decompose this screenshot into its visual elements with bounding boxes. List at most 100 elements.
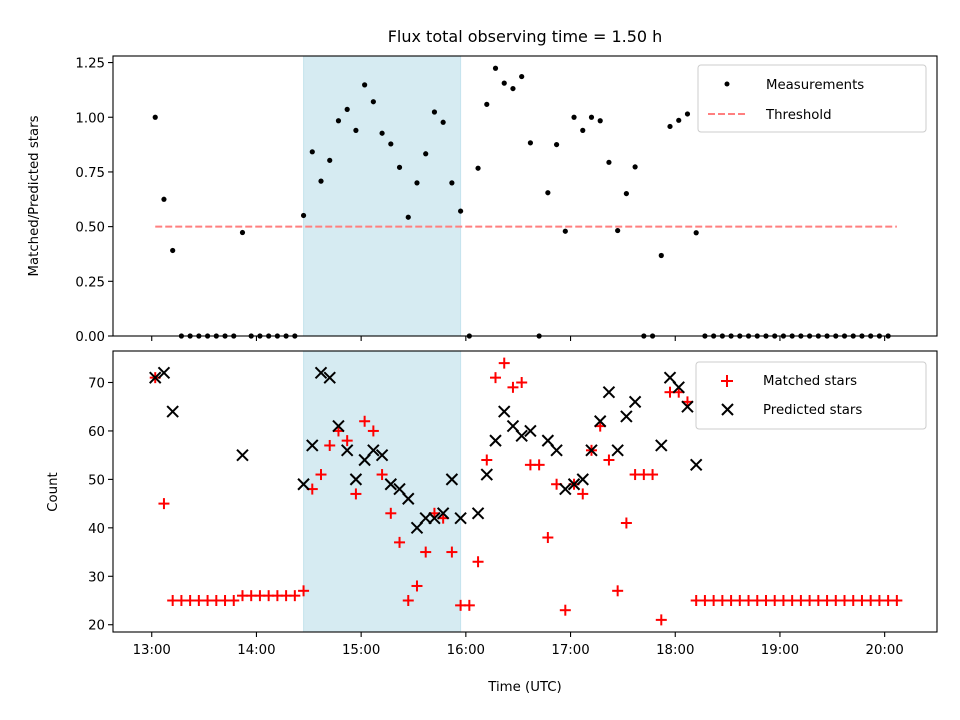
cross-b [410,521,424,535]
matched-star-point [577,488,589,500]
measurement-point [667,123,673,130]
x-tick-label: 14:00 [237,643,275,658]
predicted-star-point [340,444,354,457]
matched-star-point [490,372,502,384]
matched-star-point [376,469,388,481]
predicted-star-point [297,478,310,491]
matched-star-point [420,546,432,558]
matched-star-point [655,614,667,626]
cross-b [602,385,616,399]
cross-b [498,405,511,418]
x-tick-label: 16:00 [447,643,485,658]
matched-star-point [394,536,406,548]
measurement-point [658,252,664,259]
matched-star-point [463,599,475,611]
cross-b [689,458,703,472]
cross-b [436,507,450,520]
y-tick-label: 70 [88,376,105,391]
measurement-point [388,141,394,147]
y-tick-label: 0.50 [75,221,105,236]
predicted-star-point [471,507,485,520]
predicted-star-point [602,385,616,399]
measurement-point [396,164,403,170]
cross-b [340,444,354,457]
cross-b [541,434,555,447]
y-tick-label: 0.25 [75,275,105,290]
bottom-shaded-span [303,350,462,633]
predicted-star-point [663,371,677,384]
x-tick-label: 18:00 [656,643,694,658]
measurement-point [597,118,603,124]
cross-b [454,511,467,525]
y-tick-label: 20 [88,619,105,634]
measurement-point [527,140,534,146]
cross-b [611,444,624,457]
measurement-point [623,190,629,197]
cross-b [489,434,502,447]
legend-cross-icon [721,403,734,416]
measurement-point [239,229,246,236]
predicted-star-point [689,458,703,472]
measurement-point [510,85,516,92]
bottom-count-points [149,357,903,626]
matched-star-point [228,595,240,607]
y-tick-label: 1.00 [75,111,105,126]
matched-star-point [359,415,371,427]
matched-star-point [350,488,362,500]
predicted-star-point [332,419,345,433]
cross-b [297,478,310,491]
cross-b [576,473,589,486]
cross-b [358,453,371,467]
measurement-point [615,227,621,234]
x-tick-label: 20:00 [865,643,903,658]
measurement-point [431,109,438,115]
predicted-star-point [541,434,555,447]
measurement-point [484,101,490,107]
predicted-star-point [402,492,415,505]
predicted-star-point [620,410,633,423]
measurement-point [562,228,568,234]
cross-b [471,507,485,520]
predicted-star-point [306,439,319,452]
predicted-star-point [576,473,589,486]
matched-star-point [542,532,554,544]
matched-star-point [891,595,903,607]
predicted-star-point [515,429,528,442]
predicted-star-point [585,444,598,457]
matched-star-point [315,469,327,481]
measurement-point [318,178,324,184]
x-tick-label: 17:00 [551,643,589,658]
cross-b [585,444,598,457]
matched-star-point [612,585,624,597]
predicted-star-point [428,511,441,525]
matched-star-point [158,498,170,510]
y-tick-label: 50 [88,473,105,488]
matched-star-point [603,454,615,466]
x-tick-label: 19:00 [761,643,799,658]
observing-time-span [303,350,462,633]
measurement-point [545,190,551,196]
predicted-star-point [550,444,563,457]
predicted-star-point [681,400,694,413]
predicted-star-point [358,453,371,467]
cross-b [367,444,380,457]
matched-star-point [507,381,519,393]
predicted-star-point [655,439,668,452]
cross-b [157,366,171,380]
cross-b [149,371,162,384]
cross-b [515,429,528,442]
legend-plus-icon [721,375,733,387]
cross-b [672,381,685,394]
measurement-point [492,65,499,71]
measurement-point [152,114,158,120]
matched-star-point [298,585,310,597]
axes-frame [112,55,938,337]
top-y-axis-label: Matched/Predicted stars [27,115,42,276]
measurement-point [449,180,455,186]
cross-b [166,405,179,418]
cross-b [236,448,249,462]
y-tick-label: 1.25 [75,57,105,72]
predicted-star-point [314,366,328,380]
measurement-point [370,99,376,105]
cross-b [332,419,345,433]
